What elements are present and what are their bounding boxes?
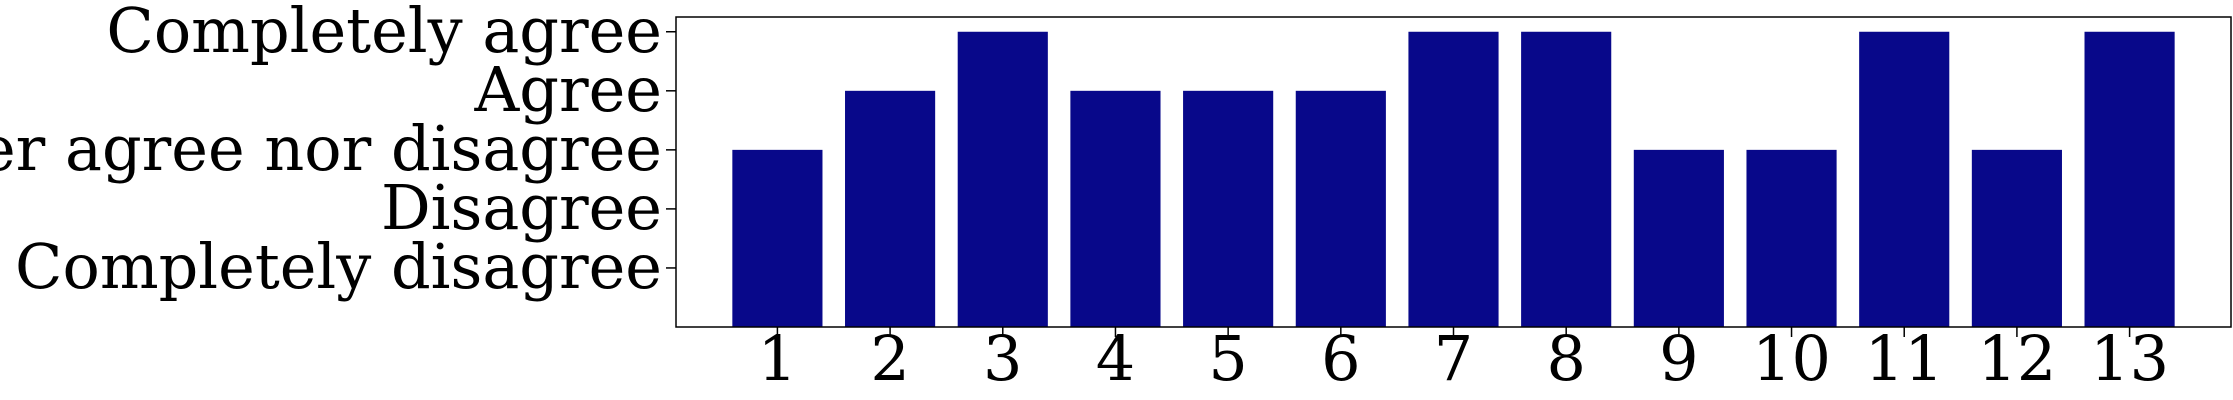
y-tick-label: Neither agree nor disagree [0,112,662,185]
bar-3 [957,31,1048,327]
x-axis: 1 2 3 4 5 6 7 8 9 10 11 12 13 [758,322,2169,395]
bar-5 [1183,90,1274,327]
x-tick-label: 7 [1434,322,1473,395]
x-tick-label: 11 [1865,322,1944,395]
bar-11 [1859,31,1950,327]
y-tick-label: Completely disagree [15,230,662,303]
y-tick-label: Completely agree [106,0,662,67]
y-tick-label: Agree [474,53,662,126]
x-tick-label: 2 [870,322,909,395]
bar-6 [1295,90,1386,327]
bar-10 [1746,149,1837,327]
bar-7 [1408,31,1499,327]
x-tick-label: 10 [1752,322,1831,395]
bar-12 [1971,149,2062,327]
bar-2 [845,90,936,327]
y-tick-label: Disagree [381,171,662,244]
x-tick-label: 12 [1977,322,2056,395]
x-tick-label: 5 [1208,322,1247,395]
x-tick-label: 1 [758,322,797,395]
x-tick-label: 4 [1096,322,1135,395]
bar-13 [2084,31,2175,327]
x-tick-label: 8 [1546,322,1585,395]
bar-4 [1070,90,1161,327]
x-tick-label: 3 [983,322,1022,395]
x-tick-label: 9 [1659,322,1698,395]
bar-8 [1521,31,1612,327]
bar-1 [732,149,823,327]
x-tick-label: 13 [2090,322,2169,395]
x-tick-label: 6 [1321,322,1360,395]
bars-group [732,31,2175,327]
y-axis: Completely disagreeDisagreeNeither agree… [0,0,676,303]
bar-9 [1633,149,1724,327]
